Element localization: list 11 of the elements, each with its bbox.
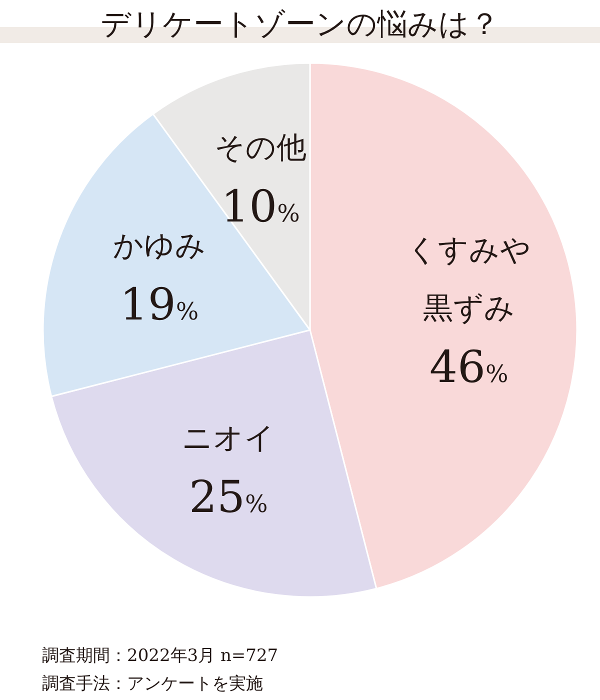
slice-label: くすみや黒ずみ	[406, 232, 531, 326]
slice-label: ニオイ	[182, 420, 275, 456]
chart-title: デリケートゾーンの悩みは？	[100, 7, 500, 42]
text: 調査手法：アンケートを実施	[42, 674, 263, 694]
slice-label: その他	[214, 130, 306, 166]
data-label: 46%	[430, 342, 508, 393]
data-label: 25%	[189, 472, 268, 523]
data-label: 10%	[221, 182, 300, 233]
text: 調査期間：2022年3月 n=727	[42, 646, 278, 666]
data-label: 19%	[120, 280, 199, 331]
slice-label: かゆみ	[112, 228, 206, 264]
